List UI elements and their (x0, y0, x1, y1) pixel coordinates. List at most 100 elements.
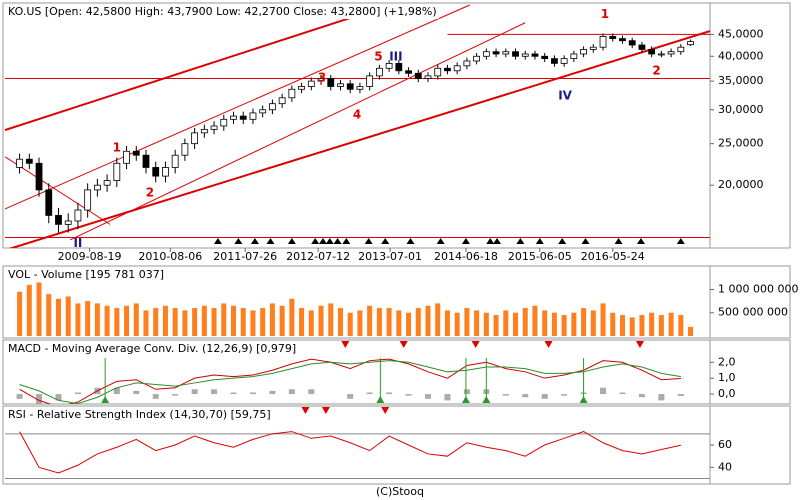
histogram-bar (249, 392, 256, 395)
volume-bar (581, 308, 587, 336)
volume-bar (162, 305, 168, 336)
panel-frame (2, 405, 791, 485)
volume-bar (678, 315, 684, 336)
candle-body (55, 215, 62, 225)
candle-body (414, 72, 422, 79)
candle-body (687, 41, 694, 46)
candle-body (521, 53, 529, 57)
event-marker (266, 238, 275, 244)
volume-bar (124, 305, 130, 336)
histogram-bar (74, 392, 81, 395)
volume-bar (357, 310, 363, 336)
volume-bar (75, 303, 81, 336)
volume-bar (639, 315, 645, 336)
histogram-bar (191, 389, 198, 395)
panel-header: VOL - Volume [195 781 037] (8, 268, 164, 281)
candle-body (269, 103, 276, 111)
candle-body (210, 125, 218, 130)
wave-label: III (389, 50, 402, 64)
histogram-bar (405, 394, 412, 396)
x-tick-label: 2011-07-26 (213, 250, 277, 263)
y-tick-label: 60 (718, 438, 732, 451)
volume-bar (493, 315, 499, 336)
histogram-bar (541, 394, 548, 399)
event-marker (676, 238, 685, 244)
panel-frame (2, 339, 791, 405)
volume-bar (464, 308, 470, 336)
volume-bar (561, 315, 567, 336)
candle-body (463, 60, 471, 67)
wave-label: 4 (353, 107, 361, 121)
candle-body (502, 51, 510, 55)
panel-header-bg (6, 4, 439, 19)
buy-signal (376, 396, 385, 403)
candle-body (132, 150, 140, 156)
candle-body (230, 115, 237, 120)
volume-bar (590, 310, 596, 336)
volume-bar (221, 303, 227, 336)
wave-label: 3 (318, 70, 326, 84)
y-tick-label: 40 (718, 460, 732, 473)
histogram-bar (36, 394, 43, 404)
histogram-bar (230, 392, 237, 395)
event-marker (333, 238, 342, 244)
event-marker (234, 238, 243, 244)
candle-body (638, 44, 646, 50)
volume-bar (503, 310, 509, 336)
candle-body (648, 49, 656, 55)
volume-bar (26, 284, 32, 336)
volume-bar (240, 308, 246, 336)
candle-body (288, 88, 296, 99)
candle-body (16, 158, 23, 168)
y-tick-label: 30,0000 (718, 103, 764, 116)
volume-bar (600, 303, 606, 336)
event-marker (614, 238, 623, 244)
volume-bar (55, 298, 61, 336)
trend-line (5, 4, 391, 132)
event-marker (287, 238, 296, 244)
histogram-bar (561, 394, 568, 396)
candle-body (356, 86, 364, 90)
candle-body (609, 36, 617, 39)
volume-bar (415, 308, 421, 336)
candle-body (551, 58, 558, 64)
volume-bar (406, 312, 412, 336)
histogram-bar (288, 389, 295, 395)
plot-area (16, 341, 684, 404)
trend-line (5, 156, 111, 225)
candle-body (346, 83, 354, 90)
panel-header: KO.US [Open: 42,5800 High: 43,7900 Low: … (8, 5, 437, 18)
volume-bar (376, 308, 382, 336)
histogram-bar (658, 394, 665, 401)
event-marker (381, 238, 390, 244)
candle-body (220, 118, 228, 127)
volume-bar (542, 310, 548, 336)
volume-bar (46, 294, 52, 336)
candle-body (366, 75, 374, 87)
volume-bar (619, 315, 625, 336)
volume-bar (192, 308, 198, 336)
event-marker (364, 238, 373, 244)
trend-line (8, 30, 710, 248)
candle-body (152, 167, 160, 177)
volume-bar (211, 308, 217, 336)
volume-bar (435, 303, 441, 336)
volume-bar (483, 312, 489, 336)
volume-bar (629, 317, 635, 336)
volume-bar (649, 312, 655, 336)
wave-label: IV (558, 89, 572, 103)
volume-bar (347, 312, 353, 336)
x-tick-label: 2013-07-01 (358, 250, 422, 263)
sell-signal (399, 341, 408, 348)
candle-body (64, 220, 72, 225)
volume-bar (610, 312, 616, 336)
x-tick-label: 2014-06-18 (434, 250, 498, 263)
candle-body (278, 97, 286, 105)
candle-body (191, 132, 199, 145)
y-tick-label: 1 000 000 000 (718, 282, 798, 295)
candle-body (45, 189, 53, 216)
event-marker (516, 238, 525, 244)
candle-body (434, 67, 442, 77)
volume-bar (289, 298, 295, 336)
